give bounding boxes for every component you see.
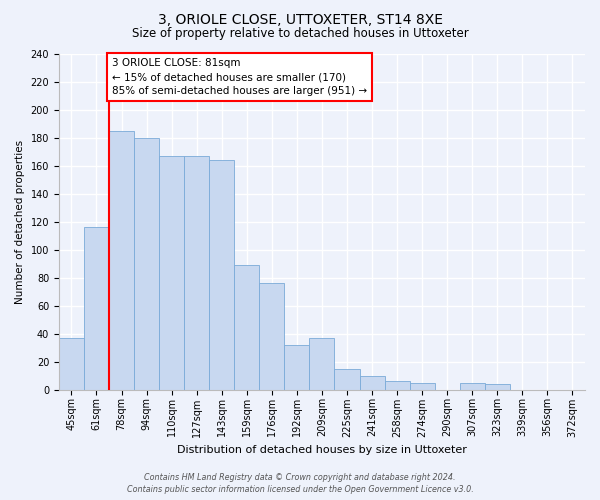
Text: 3 ORIOLE CLOSE: 81sqm
← 15% of detached houses are smaller (170)
85% of semi-det: 3 ORIOLE CLOSE: 81sqm ← 15% of detached … xyxy=(112,58,367,96)
Bar xyxy=(460,382,485,390)
Bar xyxy=(234,265,259,390)
Bar xyxy=(184,156,209,390)
Bar xyxy=(259,284,284,390)
Bar xyxy=(134,138,159,390)
Bar xyxy=(109,131,134,390)
Bar xyxy=(485,384,510,390)
Bar xyxy=(334,368,359,390)
Text: 3, ORIOLE CLOSE, UTTOXETER, ST14 8XE: 3, ORIOLE CLOSE, UTTOXETER, ST14 8XE xyxy=(157,12,443,26)
Bar xyxy=(359,376,385,390)
Bar xyxy=(284,345,310,390)
Bar xyxy=(385,381,410,390)
Bar xyxy=(410,382,434,390)
Y-axis label: Number of detached properties: Number of detached properties xyxy=(15,140,25,304)
Text: Size of property relative to detached houses in Uttoxeter: Size of property relative to detached ho… xyxy=(131,28,469,40)
Bar xyxy=(209,160,234,390)
Bar xyxy=(159,156,184,390)
Bar xyxy=(84,228,109,390)
X-axis label: Distribution of detached houses by size in Uttoxeter: Distribution of detached houses by size … xyxy=(177,445,467,455)
Bar xyxy=(310,338,334,390)
Text: Contains HM Land Registry data © Crown copyright and database right 2024.
Contai: Contains HM Land Registry data © Crown c… xyxy=(127,472,473,494)
Bar xyxy=(59,338,84,390)
